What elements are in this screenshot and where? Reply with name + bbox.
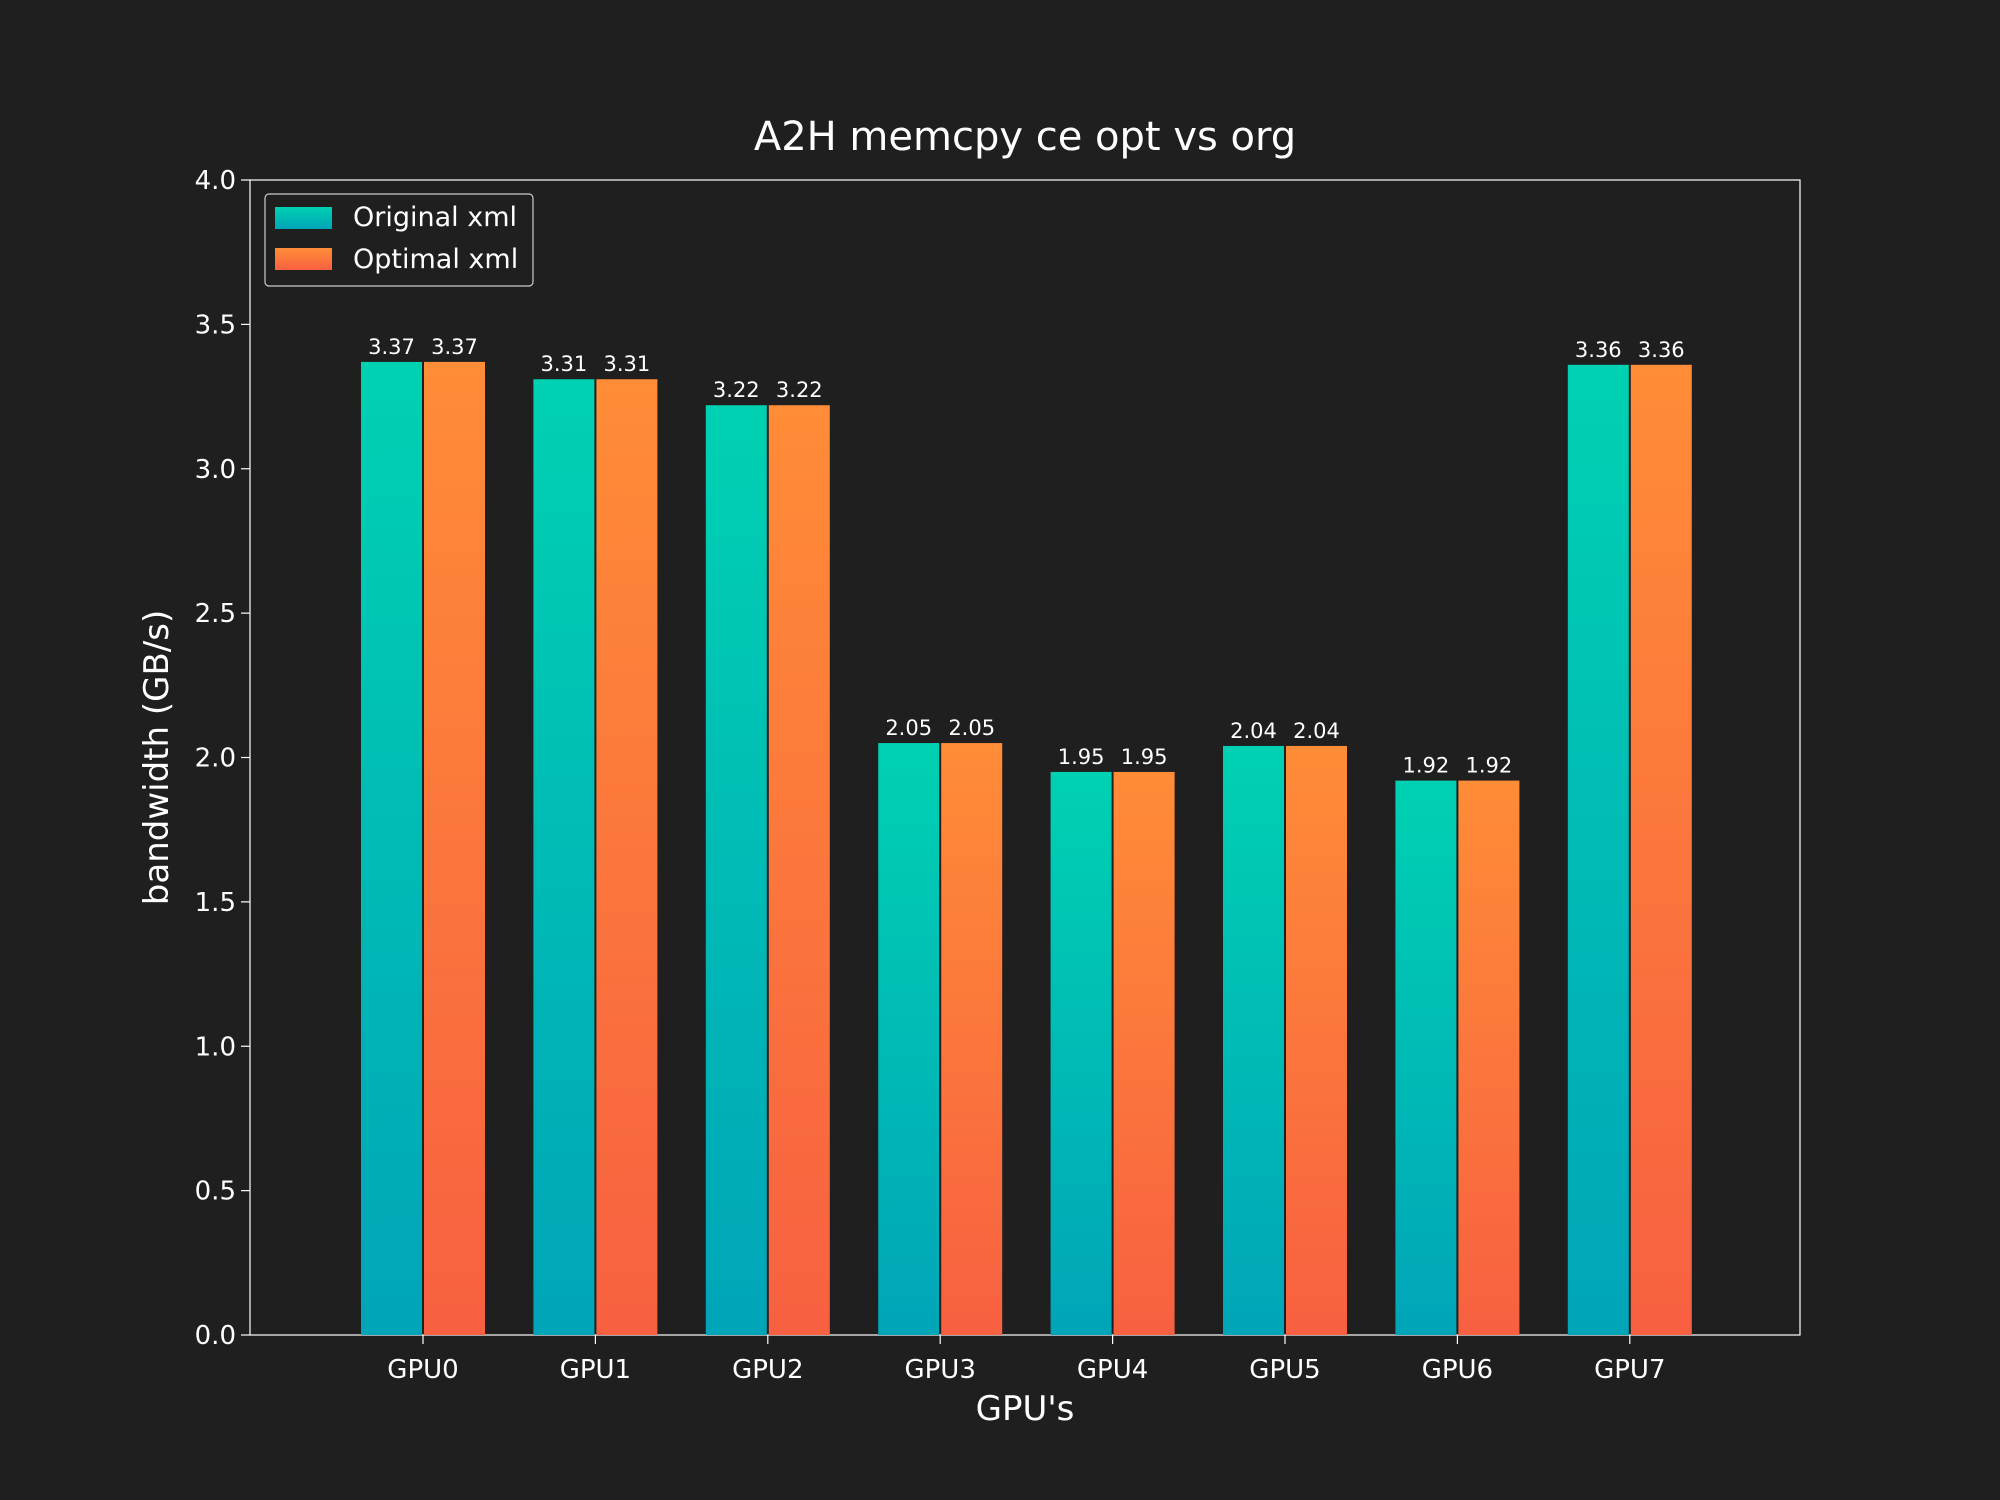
bar-value-label: 3.36 [1575,338,1622,362]
bar-optimal-gpu2 [768,405,830,1336]
x-axis-label: GPU's [976,1389,1075,1429]
bar-original-gpu1 [533,379,595,1335]
bar-original-gpu2 [705,405,767,1336]
y-tick-label: 0.5 [195,1177,236,1207]
bar-optimal-gpu1 [596,379,658,1335]
y-axis: 0.0 0.5 1.0 1.5 2.0 2.5 3.0 3.5 4.0 [195,166,250,1351]
bar-value-label: 2.05 [885,716,932,740]
bar-value-label: 3.22 [776,378,823,402]
legend-label-original: Original xml [353,202,517,233]
bar-value-label: 2.04 [1293,719,1340,743]
x-axis: GPU0 GPU1 GPU2 GPU3 GPU4 GPU5 GPU6 GPU7 [387,1335,1666,1385]
chart-title: A2H memcpy ce opt vs org [754,114,1296,160]
bar-value-label: 1.95 [1121,745,1168,769]
y-tick-label: 3.5 [195,310,236,340]
bar-original-gpu5 [1223,745,1284,1335]
y-tick-label: 1.5 [195,888,236,918]
bar-optimal-gpu7 [1630,364,1692,1335]
bar-value-label: 3.37 [368,335,415,359]
bar-value-label: 3.31 [541,352,588,376]
y-tick-label: 2.0 [195,744,236,774]
bar-value-label: 1.92 [1403,754,1450,778]
bar-value-label: 2.05 [948,716,995,740]
y-tick-label: 0.0 [195,1321,236,1351]
legend-label-optimal: Optimal xml [353,244,518,275]
bar-optimal-gpu5 [1286,745,1347,1335]
bar-value-label: 3.31 [604,352,651,376]
bar-original-gpu0 [361,361,422,1336]
bar-labels-group: 3.37 3.31 3.22 2.05 1.95 2.04 1.92 3.36 3.37 3.31… [368,335,1685,778]
x-tick-label: GPU5 [1249,1355,1320,1385]
bar-original-gpu3 [878,743,940,1335]
x-tick-label: GPU3 [904,1355,975,1385]
bar-value-label: 3.36 [1638,338,1685,362]
x-tick-label: GPU7 [1594,1355,1665,1385]
y-tick-label: 3.0 [195,455,236,485]
y-axis-label: bandwidth (GB/s) [137,610,177,905]
bar-original-gpu7 [1567,364,1629,1335]
legend-swatch-original [275,207,332,229]
bar-optimal-gpu3 [941,743,1003,1335]
legend: Original xml Optimal xml [264,193,534,287]
bars-group [361,361,1692,1336]
x-tick-label: GPU4 [1077,1355,1148,1385]
bar-original-gpu4 [1050,771,1112,1335]
y-tick-label: 2.5 [195,599,236,629]
x-tick-label: GPU2 [732,1355,803,1385]
bar-value-label: 2.04 [1230,719,1277,743]
y-tick-label: 4.0 [195,166,236,196]
legend-swatch-optimal [275,248,332,270]
bar-original-gpu6 [1395,780,1457,1335]
y-tick-label: 1.0 [195,1032,236,1062]
bar-optimal-gpu6 [1458,780,1520,1335]
bar-value-label: 1.95 [1058,745,1105,769]
bar-value-label: 3.22 [713,378,760,402]
bar-optimal-gpu4 [1113,771,1175,1335]
x-tick-label: GPU6 [1422,1355,1493,1385]
bar-optimal-gpu0 [424,361,485,1336]
x-tick-label: GPU1 [560,1355,631,1385]
bar-value-label: 1.92 [1466,754,1513,778]
bar-value-label: 3.37 [431,335,478,359]
x-tick-label: GPU0 [387,1355,458,1385]
